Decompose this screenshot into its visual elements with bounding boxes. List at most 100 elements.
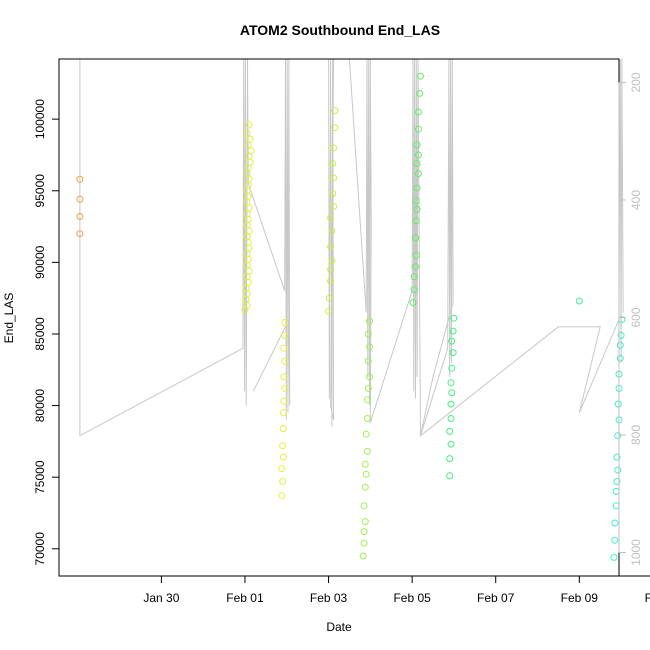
x-tick-label: Feb 09	[561, 591, 599, 605]
data-point	[361, 460, 369, 468]
data-point	[413, 184, 421, 192]
data-point	[412, 234, 419, 242]
data-point	[448, 389, 456, 397]
y-axis-label: End_LAS	[2, 293, 16, 344]
series-jan-28	[76, 175, 84, 238]
data-point	[328, 257, 336, 265]
data-point	[414, 108, 422, 116]
data-point	[278, 465, 286, 473]
series-feb-05	[409, 72, 424, 306]
data-point	[611, 536, 619, 544]
data-point	[76, 195, 84, 203]
x-tick-label: Feb 03	[310, 591, 348, 605]
y-tick-label: 80000	[33, 389, 47, 423]
data-point	[361, 518, 369, 526]
data-point	[331, 107, 339, 115]
data-point	[241, 306, 249, 314]
data-point	[410, 273, 418, 281]
data-point	[614, 432, 622, 440]
data-point	[281, 357, 289, 365]
data-point	[76, 175, 84, 183]
data-point	[412, 197, 420, 205]
data-point	[279, 453, 287, 461]
y-tick-label: 85000	[33, 317, 47, 351]
data-point	[413, 205, 421, 213]
x-axis: Jan 30 Feb 01 Feb 03 Feb 05 Feb 07 Feb 09 Feb …	[143, 575, 650, 605]
data-point	[575, 297, 583, 305]
data-point	[327, 214, 335, 222]
data-point	[363, 415, 371, 422]
data-point	[446, 472, 454, 480]
y-tick-label: 70000	[33, 532, 47, 566]
data-point	[362, 430, 370, 438]
data-point	[76, 230, 84, 238]
end-las-trace	[79, 58, 291, 437]
data-point	[447, 440, 455, 448]
data-point	[362, 470, 370, 478]
data-point	[330, 144, 338, 152]
data-point	[409, 299, 417, 306]
data-point	[279, 409, 287, 417]
data-point	[364, 384, 372, 392]
data-point	[450, 314, 458, 322]
y2-tick-label: 600	[629, 307, 643, 327]
data-point	[243, 301, 251, 309]
data-point	[363, 396, 371, 404]
data-point	[449, 349, 457, 357]
data-point	[617, 331, 625, 339]
data-point	[412, 217, 420, 225]
data-point	[612, 488, 620, 495]
data-point	[612, 502, 620, 510]
data-point	[279, 442, 287, 450]
data-point	[446, 427, 454, 435]
y-axis: 70000 75000 80000 85000 90000 95000 100000	[33, 99, 60, 566]
data-points-layer	[76, 72, 626, 561]
data-point	[247, 147, 255, 155]
data-point	[447, 400, 455, 408]
data-point	[448, 337, 456, 345]
chart-title: ATOM2 Southbound End_LAS	[240, 22, 440, 38]
data-point	[281, 384, 289, 392]
data-point	[244, 141, 252, 149]
x-tick-label: Feb 01	[226, 591, 264, 605]
data-point	[611, 519, 619, 527]
data-point	[279, 478, 287, 485]
data-point	[364, 357, 372, 365]
y2-tick-label: 800	[629, 425, 643, 445]
data-point	[280, 397, 288, 405]
data-point	[327, 266, 335, 273]
data-point	[279, 425, 287, 432]
data-point	[366, 373, 373, 381]
data-point	[325, 294, 333, 302]
data-point	[280, 373, 288, 381]
y-tick-label: 75000	[33, 460, 47, 494]
data-point	[447, 379, 455, 387]
data-point	[245, 121, 253, 129]
data-point	[278, 492, 286, 500]
y-tick-label: 95000	[33, 174, 47, 208]
data-point	[447, 415, 455, 422]
data-point	[448, 364, 456, 372]
data-point	[446, 455, 454, 463]
y2-tick-label: 200	[629, 72, 643, 92]
data-point	[280, 344, 288, 352]
series-feb-04	[359, 317, 373, 560]
data-point	[360, 528, 368, 536]
data-point	[613, 453, 621, 461]
x-tick-label: Jan 30	[143, 591, 179, 605]
data-point	[330, 174, 338, 182]
data-point	[412, 263, 419, 271]
data-point	[616, 354, 624, 362]
y-tick-label: 100000	[33, 99, 47, 139]
x-tick-label: Feb 05	[393, 591, 431, 605]
data-point	[616, 341, 624, 349]
data-point	[360, 539, 368, 547]
data-point	[281, 319, 289, 326]
data-point	[413, 160, 421, 167]
series-feb-01	[241, 121, 255, 314]
data-point	[416, 89, 424, 97]
data-point	[614, 400, 622, 408]
data-point	[610, 553, 618, 561]
data-point	[413, 141, 421, 149]
